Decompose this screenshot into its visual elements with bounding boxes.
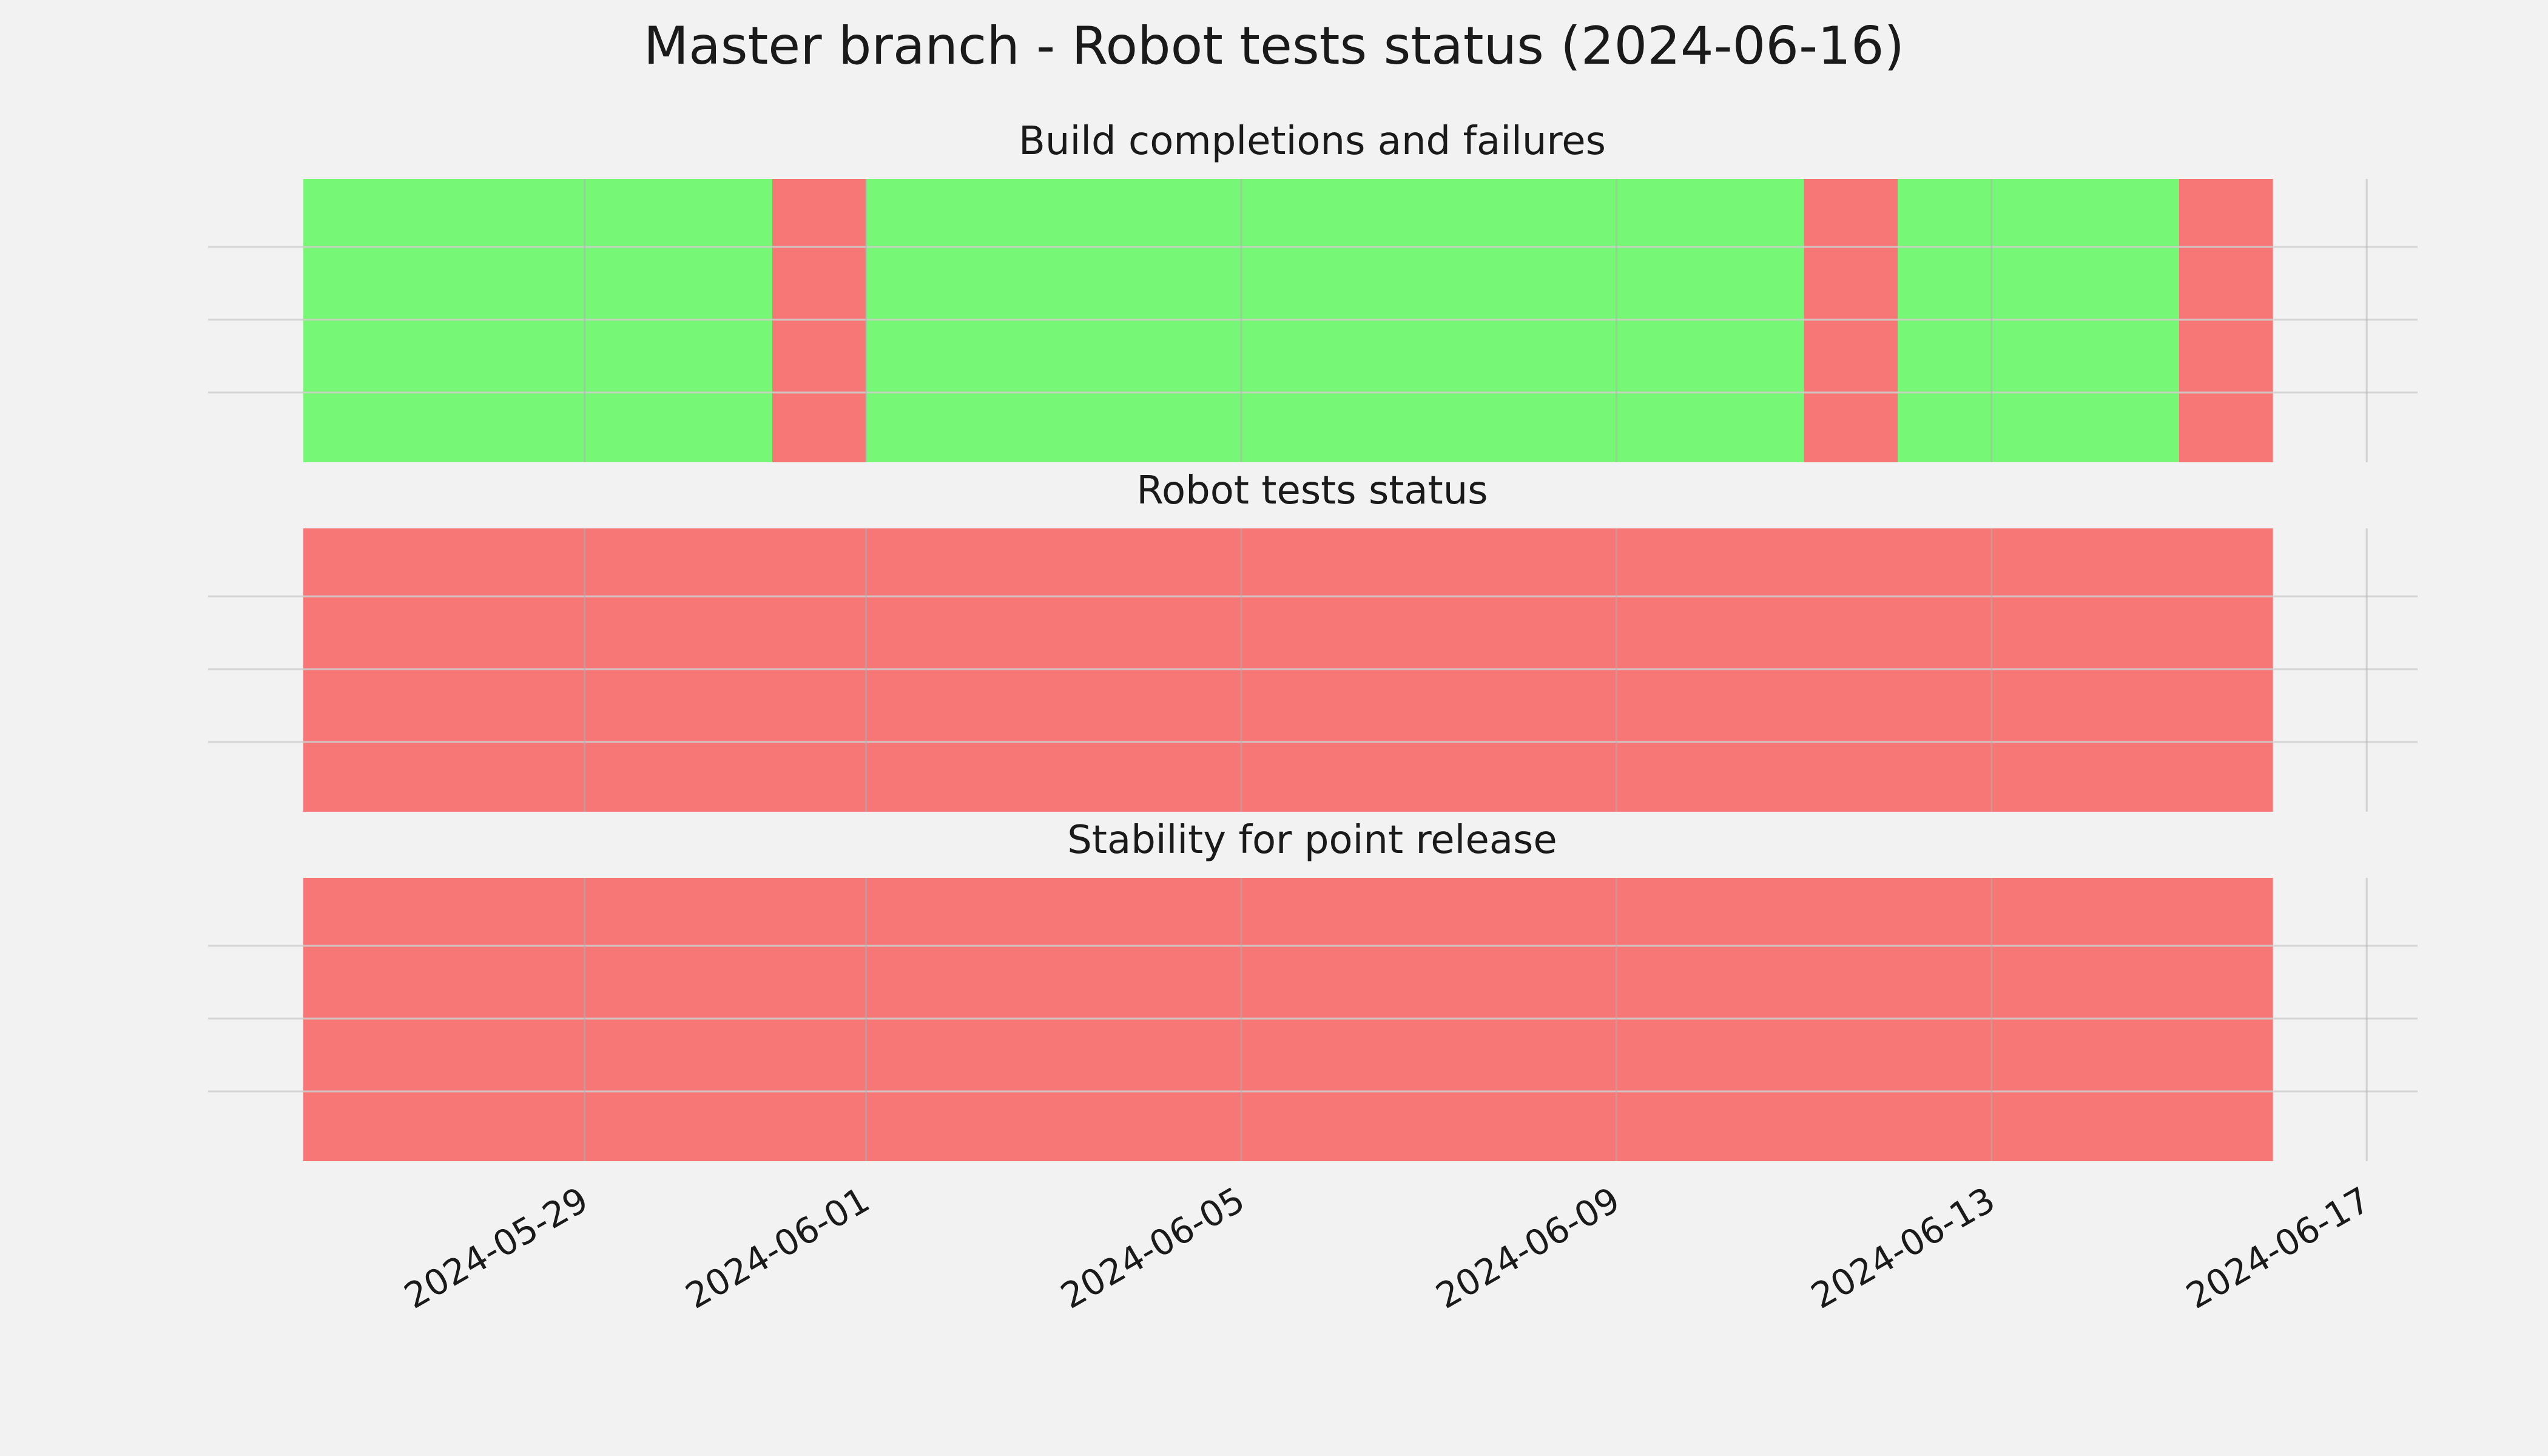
grid-robot-tests: [208, 528, 2418, 812]
panel-robot-tests: Robot tests status: [208, 468, 2418, 812]
panel-build-completions: Build completions and failures: [208, 119, 2418, 462]
panel-title-build-completions: Build completions and failures: [1019, 119, 1606, 164]
panel-title-stability: Stability for point release: [1067, 818, 1557, 863]
panel-title-robot-tests: Robot tests status: [1136, 468, 1488, 513]
figure-title: Master branch - Robot tests status (2024…: [644, 16, 1904, 76]
panel-stability: Stability for point release: [208, 818, 2418, 1161]
grid-build-completions: [208, 179, 2418, 462]
grid-stability: [208, 878, 2418, 1161]
